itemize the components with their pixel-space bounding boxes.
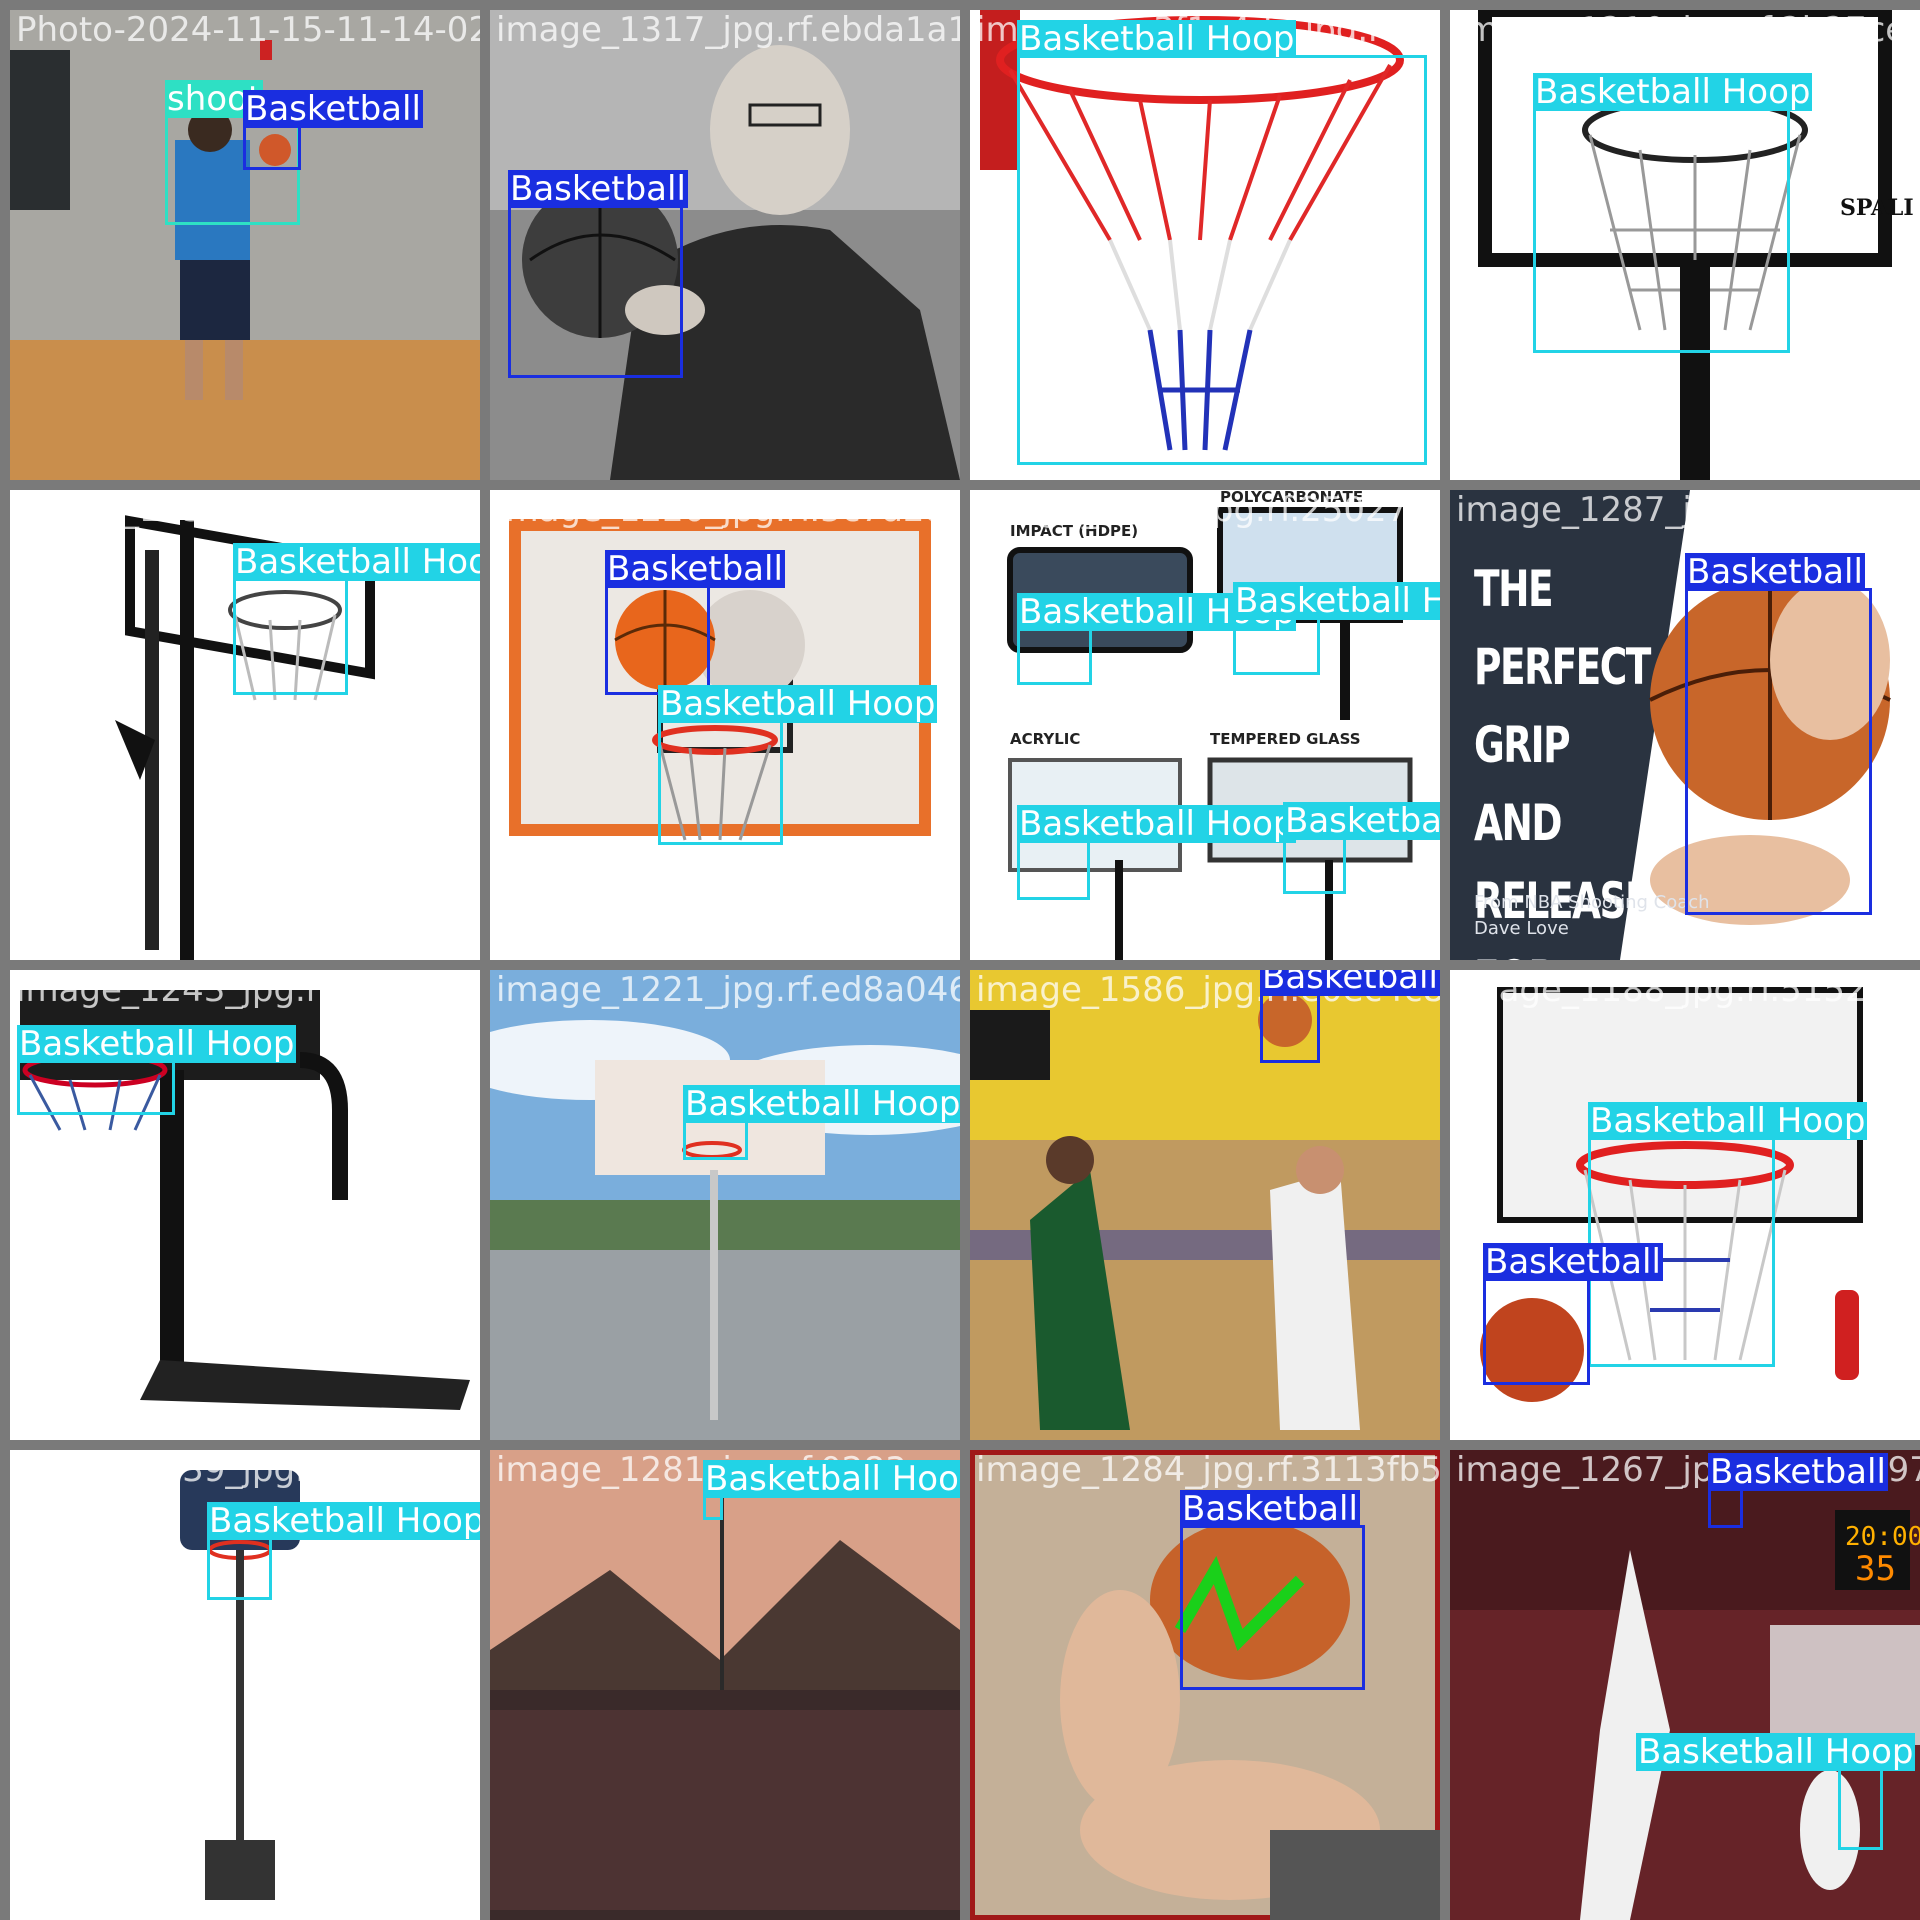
detection-label: Basketball Hoop (683, 1085, 960, 1123)
detection-label: Basketball (243, 89, 423, 129)
detection-box-basketball-hoop: Basketball Hoop (1588, 1102, 1868, 1367)
tile-filename: image_1284_jpg.rf.3113fb54 (976, 1450, 1440, 1490)
nba-game-photo (970, 970, 1440, 1440)
wall-hoop-product-photo (1450, 970, 1920, 1440)
detection-label: Basketball Hoop (207, 1502, 480, 1540)
detection-box-basketball-hoop: Basketball Hoop (1017, 20, 1427, 465)
tile-16: 20:00 35 image_1267_jpg.rf.0919e97 Baske… (1450, 1450, 1920, 1920)
detection-label: Basketball (1708, 1452, 1888, 1492)
detection-label: Basketball (605, 549, 785, 589)
tile-filename: image_1243_jpg.rf.84c743e7 (16, 970, 480, 1010)
detection-box-basketball-hoop: Basketball Hoop (207, 1502, 480, 1600)
detection-box-basketball: Basketball (1180, 1490, 1365, 1690)
tile-filename: image_1287_jpg.rf.edcacde (1456, 490, 1920, 530)
detection-box-basketball: Basketball (1708, 1453, 1888, 1528)
detection-label: Basketball (508, 169, 688, 209)
tile-1: Photo-2024-11-15-11-14-02-Image_jpg.rf.e… (10, 10, 480, 480)
tile-13: image_1239_jpg.rf.3346a080 Basketball Ho… (10, 1450, 480, 1920)
detection-box-basketball-hoop: Basketball Hoop (683, 1085, 960, 1160)
tile-filename: image_1205_jpg.rf.25027dc4 (976, 490, 1440, 530)
detection-box-basketball-hoop: Basketball Hoop (1283, 802, 1440, 894)
tile-10: image_1221_jpg.rf.ed8a046 Basketball Hoo… (490, 970, 960, 1440)
detection-label: Basketball Hoop (1636, 1732, 1916, 1772)
red-white-blue-net-photo (970, 10, 1440, 480)
tile-filename: image_1254_jpg.rf.060922761 (16, 490, 480, 530)
tile-8: THE PERFECT GRIP AND RELEASE FOR SHOOTIN… (1450, 490, 1920, 960)
detection-box-basketball: Basketball (1483, 1243, 1663, 1385)
detection-label: Basketball Hoop (1233, 582, 1440, 620)
detection-label: Basketball Hoop (1533, 72, 1813, 112)
detection-label: Basketball Hoop (17, 1024, 297, 1064)
svg-text:SPALI: SPALI (1840, 195, 1914, 221)
ball-in-hands-photo (970, 1450, 1440, 1920)
tile-filename: image_1221_jpg.rf.ed8a046 (496, 970, 960, 1010)
svg-text:35: 35 (1855, 1549, 1896, 1589)
detection-label: Basketball Hoop (658, 684, 938, 724)
panel-caption: TEMPERED GLASS (1210, 730, 1361, 748)
detection-box-basketball: Basketball (243, 90, 423, 170)
detection-label: Basketball Hoop (1017, 19, 1297, 59)
detection-box-basketball-hoop: Basketball Hoop (658, 685, 938, 845)
detection-box-basketball-hoop: Basketball Hoop (17, 1025, 297, 1115)
tile-filename: Photo-2024-11-15-11-14-02-Image_jpg.rf.e… (16, 10, 480, 50)
tile-5: image_1254_jpg.rf.060922761 Basketball H… (10, 490, 480, 960)
tile-2: image_1317_jpg.rf.ebda1a1108f Basketball (490, 10, 960, 480)
detection-box-basketball-hoop: Basketball Hoop (1533, 73, 1813, 353)
tile-3: image_1...3f1e4d...jpg.rf Basketball Hoo… (970, 10, 1440, 480)
detection-label: Basketball (1483, 1242, 1663, 1282)
poster-headline: THE PERFECT GRIP AND RELEASE FOR SHOOTIN… (1474, 550, 1651, 960)
tile-14: image_1281_jpg.rf.0283 Basketball Hoop (490, 1450, 960, 1920)
detection-label: Basketball Hoop (233, 543, 480, 581)
detection-label: Basketball Hoop (1283, 802, 1440, 840)
flooded-court-photo (490, 1450, 960, 1920)
tile-6: image_1220_jpg.rf.5c7a28b0 Basketball Ba… (490, 490, 960, 960)
poster-line: AND RELEASE FOR (1474, 794, 1651, 960)
detection-box-basketball-hoop: Basketball Hoop (1233, 582, 1440, 675)
poster-sub-line: From NBA Shooting Coach (1474, 892, 1710, 913)
detection-box-basketball-hoop: Basketball Hoop (233, 543, 480, 695)
detection-box-basketball: Basketball (508, 170, 688, 378)
detection-label: Basketball (1685, 552, 1865, 592)
tile-filename: image_1317_jpg.rf.ebda1a1108f (496, 10, 960, 50)
tile-15: image_1284_jpg.rf.3113fb54 Basketball (970, 1450, 1440, 1920)
poster-line: THE PERFECT GRIP (1474, 560, 1651, 774)
detection-label: Basketball Hoop (1017, 804, 1297, 844)
svg-text:20:00: 20:00 (1845, 1522, 1920, 1552)
tile-12: image_1188_jpg.rf.5152f96a Basketball Ho… (1450, 970, 1920, 1440)
detection-label: Basketball (1260, 970, 1440, 996)
detection-box-basketball-hoop: Basketball Hoop (1017, 593, 1297, 685)
poster-subtitle: From NBA Shooting Coach Dave Love (1474, 890, 1710, 942)
detection-label: Basketball (1180, 1489, 1360, 1529)
panel-caption: POLYCARBONATE (1220, 490, 1364, 506)
outdoor-court-photo (490, 970, 960, 1440)
detection-box-basketball: Basketball (605, 550, 785, 695)
tile-filename: image_1239_jpg.rf.3346a080 (16, 1450, 480, 1490)
tile-filename: image_1210_jpg.rf.2b27cef (1456, 10, 1919, 50)
vintage-portrait-photo (490, 10, 960, 480)
tile-9: image_1243_jpg.rf.84c743e7 Basketball Ho… (10, 970, 480, 1440)
detection-box-basketball-hoop: Basketball Hoop (703, 1460, 960, 1520)
detection-label: Basketball Hoop (703, 1460, 960, 1498)
detection-box-basketball-hoop: Basketball Hoop (1636, 1733, 1916, 1850)
detection-box-basketball: Basketball (1260, 970, 1440, 1063)
panel-caption: IMPACT (HDPE) (1010, 522, 1139, 540)
poster-sub-line: Dave Love (1474, 918, 1569, 939)
detection-box-basketball-hoop: Basketball Hoop (1017, 805, 1297, 900)
detection-label: Basketball Hoop (1588, 1101, 1868, 1141)
panel-caption: ACRYLIC (1010, 730, 1081, 748)
tile-4: SPALI image_1210_jpg.rf.2b27cef Basketba… (1450, 10, 1920, 480)
tile-filename: image_1220_jpg.rf.5c7a28b0 (496, 490, 960, 530)
tile-7: IMPACT (HDPE) POLYCARBONATE ACRYLIC TEMP… (970, 490, 1440, 960)
tile-11: image_1586_jpg.rf.e0ec4c8 Basketball (970, 970, 1440, 1440)
tile-filename: image_1188_jpg.rf.5152f96a (1456, 970, 1920, 1010)
detection-box-basketball: Basketball (1685, 553, 1872, 915)
